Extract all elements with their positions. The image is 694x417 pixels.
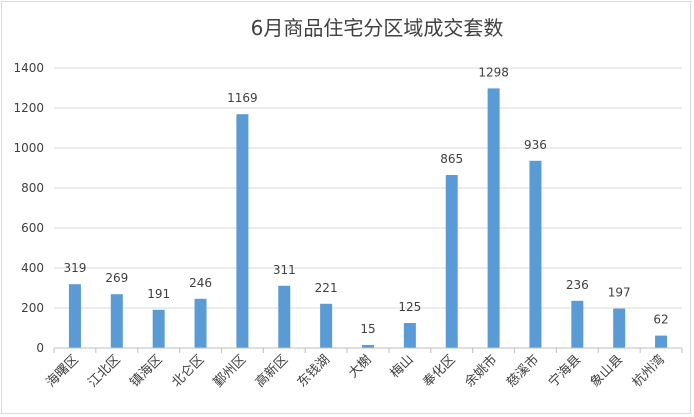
bar xyxy=(152,309,165,348)
x-tick-label: 鄞州区 xyxy=(211,352,249,390)
x-tick-label: 大榭 xyxy=(345,352,375,382)
bar xyxy=(278,285,291,348)
y-tick-label: 400 xyxy=(21,261,44,275)
bar xyxy=(487,88,500,349)
data-label: 197 xyxy=(608,286,631,300)
data-label: 1298 xyxy=(478,65,509,79)
bar xyxy=(194,298,207,348)
x-tick-label: 高新区 xyxy=(252,352,291,391)
data-label: 319 xyxy=(63,261,86,275)
y-tick-label: 200 xyxy=(21,301,44,315)
bars xyxy=(68,88,668,349)
y-axis-ticks: 0 200 400 600 800 1000 1200 1400 xyxy=(13,61,44,355)
x-tick-label: 梅山 xyxy=(388,352,417,381)
x-tick-label: 镇海区 xyxy=(127,352,165,390)
bar xyxy=(529,160,542,348)
y-tick-label: 600 xyxy=(21,221,44,235)
data-label: 246 xyxy=(189,276,212,290)
bar xyxy=(320,303,333,348)
y-tick-label: 1400 xyxy=(13,61,44,75)
x-tick-label: 余姚市 xyxy=(462,352,501,391)
y-tick-label: 1000 xyxy=(13,141,44,155)
x-tick-label: 奉化区 xyxy=(420,352,458,390)
data-label: 125 xyxy=(398,300,421,314)
gridlines xyxy=(54,67,682,309)
x-tick-label: 东钱湖 xyxy=(295,352,333,390)
data-label: 1169 xyxy=(227,91,258,105)
bar xyxy=(613,308,626,348)
data-labels: 319 269 191 246 1169 311 221 15 125 865 1298 936 236… xyxy=(63,65,668,336)
y-tick-label: 1200 xyxy=(13,101,44,115)
y-tick-label: 0 xyxy=(36,341,44,355)
chart-title: 6月商品住宅分区域成交套数 xyxy=(251,16,504,40)
data-label: 191 xyxy=(147,287,170,301)
data-label: 936 xyxy=(524,138,547,152)
x-tick-label: 慈溪市 xyxy=(503,352,542,391)
x-tick-label: 宁海县 xyxy=(545,352,584,391)
data-label: 62 xyxy=(653,313,668,327)
bar xyxy=(362,345,374,348)
bar xyxy=(68,284,81,348)
x-tick-label: 海曙区 xyxy=(44,352,82,390)
x-tick-label: 杭州湾 xyxy=(629,352,668,391)
data-label: 15 xyxy=(360,322,375,336)
bar xyxy=(403,323,416,348)
x-tick-label: 北仑区 xyxy=(169,352,207,390)
bar xyxy=(236,114,249,348)
bar xyxy=(110,294,123,348)
data-label: 865 xyxy=(440,152,463,166)
bar xyxy=(445,175,458,348)
data-label: 221 xyxy=(315,281,338,295)
bar xyxy=(571,300,584,348)
bar xyxy=(655,335,668,348)
y-tick-label: 800 xyxy=(21,181,44,195)
x-axis: 海曙区 江北区 镇海区 北仑区 鄞州区 高新区 东钱湖 大榭 梅山 奉化区 余姚市 慈溪市 宁海县 象山县… xyxy=(44,347,683,391)
x-tick-label: 江北区 xyxy=(85,352,123,390)
data-label: 269 xyxy=(105,271,128,285)
data-label: 311 xyxy=(273,263,296,277)
data-label: 236 xyxy=(566,278,589,292)
x-tick-label: 象山县 xyxy=(588,352,626,390)
